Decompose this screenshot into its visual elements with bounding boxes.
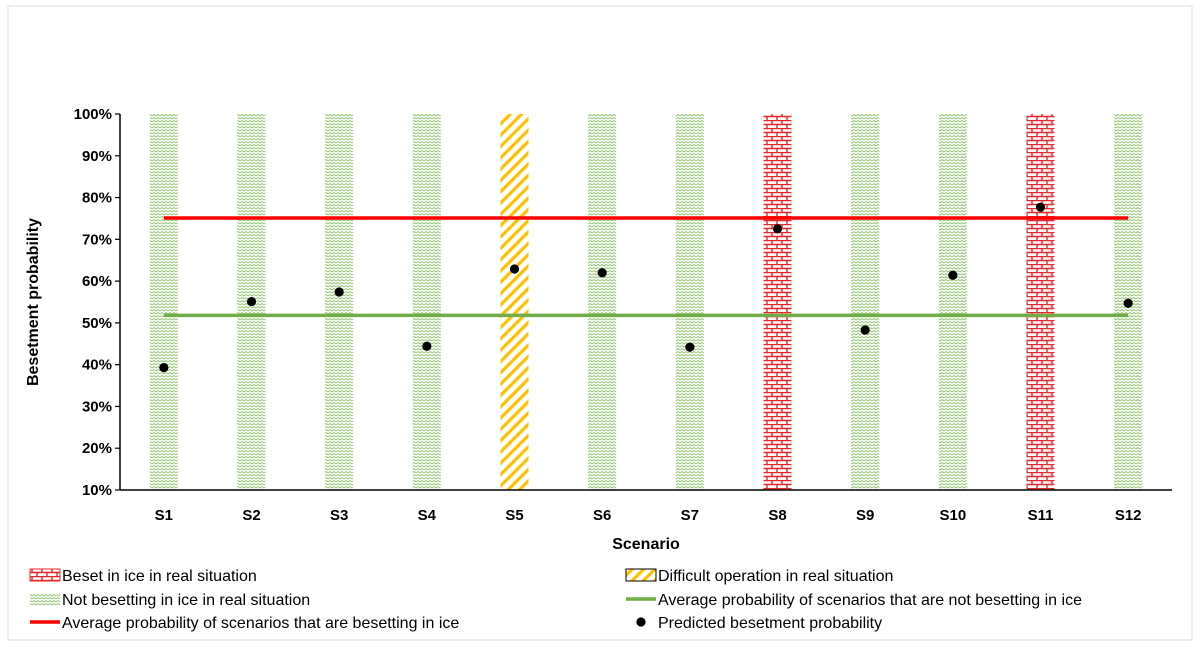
point-S12: [1123, 298, 1133, 308]
average-lines: [163, 216, 1129, 318]
bar-S6: [588, 114, 617, 490]
point-S10: [948, 270, 958, 280]
point-S8: [772, 224, 783, 234]
x-tick-label: S8: [768, 507, 786, 524]
x-tick-label: S10: [939, 507, 966, 524]
y-tick-label: 80%: [82, 190, 112, 207]
legend-item-avg_beset: Average probability of scenarios that ar…: [30, 615, 459, 632]
y-tick-label: 40%: [82, 357, 112, 374]
predicted-points: [159, 202, 1133, 373]
point-S5: [509, 264, 520, 274]
y-axis-title: Besetment probability: [25, 218, 42, 386]
legend-item-difficult: Difficult operation in real situation: [625, 568, 893, 585]
legend-label: Beset in ice in real situation: [62, 568, 257, 585]
bar-S8: [763, 114, 792, 490]
bar-S5: [500, 114, 529, 490]
y-tick-label: 90%: [82, 148, 112, 165]
point-S2: [246, 296, 257, 307]
x-tick-label: S3: [330, 507, 348, 524]
point-S9: [860, 325, 870, 335]
y-tick-label: 20%: [82, 440, 112, 457]
x-tick-label: S12: [1115, 507, 1142, 524]
y-tick-label: 10%: [82, 482, 112, 499]
point-S6: [597, 268, 607, 278]
legend-label: Difficult operation in real situation: [658, 568, 893, 585]
point-S11: [1035, 202, 1046, 212]
y-tick-label: 50%: [82, 315, 112, 332]
x-tick-label: S5: [505, 507, 523, 524]
x-tick-label: S1: [155, 507, 173, 524]
legend-swatch-point: [636, 617, 646, 627]
point-S3: [334, 287, 344, 297]
legend-label: Average probability of scenarios that ar…: [62, 615, 459, 632]
bar-S3: [325, 114, 354, 490]
point-S7: [685, 342, 695, 352]
bar-S7: [675, 114, 704, 490]
legend-label: Predicted besetment probability: [658, 615, 882, 632]
y-tick-label: 60%: [82, 273, 112, 290]
legend-label: Not besetting in ice in real situation: [62, 592, 310, 609]
point-S1: [159, 362, 169, 373]
x-tick-label: S9: [856, 507, 874, 524]
legend: Beset in ice in real situation Difficult …: [29, 568, 1082, 632]
x-axis-title: Scenario: [612, 536, 680, 553]
legend-swatch-difficult: [625, 568, 657, 582]
bar-S1: [149, 114, 178, 490]
bar-S4: [412, 114, 441, 490]
legend-swatch-beset: [29, 568, 61, 582]
legend-item-not: Not besetting in ice in real situation: [30, 592, 310, 609]
legend-item-beset: Beset in ice in real situation: [29, 568, 257, 585]
bar-S9: [851, 114, 880, 490]
legend-item-avg_not: Average probability of scenarios that ar…: [626, 592, 1082, 609]
legend-label: Average probability of scenarios that ar…: [658, 592, 1082, 609]
x-tick-label: S6: [593, 507, 611, 524]
y-tick-label: 100%: [74, 106, 112, 123]
legend-swatch-not: [30, 593, 60, 605]
point-S4: [422, 341, 432, 351]
legend-item-point: Predicted besetment probability: [636, 615, 882, 632]
bar-S11: [1026, 114, 1055, 490]
y-tick-label: 30%: [82, 398, 112, 415]
axes: 10% 20% 30% 40% 50% 60% 70% 80% 90% 100% S1 S2 S3 S4 S…: [25, 106, 1172, 553]
x-tick-label: S4: [418, 507, 437, 524]
x-tick-label: S11: [1028, 507, 1054, 524]
y-tick-label: 70%: [82, 231, 112, 248]
bar-S10: [938, 114, 967, 490]
x-tick-label: S2: [242, 507, 260, 524]
x-tick-label: S7: [681, 507, 699, 524]
